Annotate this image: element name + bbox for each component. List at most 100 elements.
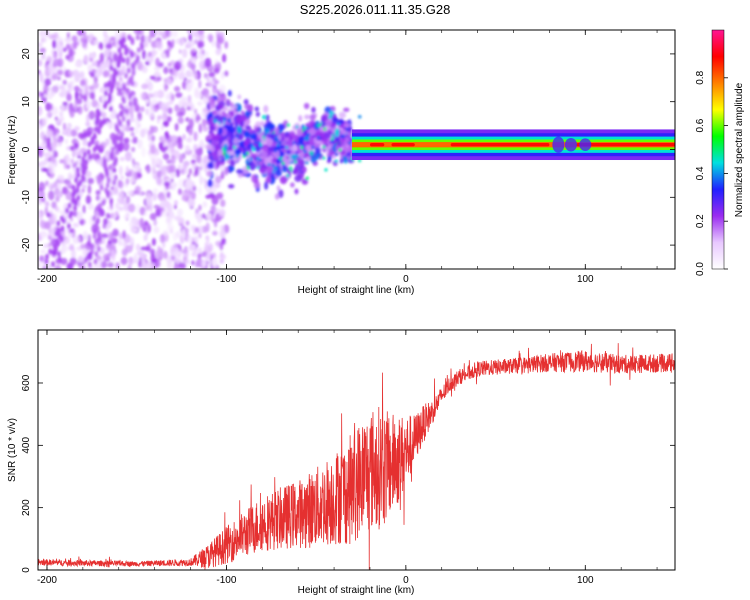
- heatmap-cell: [183, 163, 188, 170]
- heatmap-cell: [86, 253, 91, 260]
- heatmap-cell: [348, 141, 352, 145]
- heatmap-cell: [94, 251, 99, 258]
- heatmap-cell: [92, 81, 99, 89]
- heatmap-cell: [205, 222, 210, 233]
- heatmap-cell: [70, 249, 76, 259]
- heatmap-cell: [71, 184, 76, 191]
- heatmap-cell: [66, 262, 74, 269]
- heatmap-cell: [206, 187, 212, 194]
- heatmap-cell: [167, 40, 171, 46]
- heatmap-cell: [73, 85, 80, 92]
- heatmap-cell: [68, 174, 74, 180]
- heatmap-cell: [96, 175, 102, 185]
- heatmap-cell: [59, 111, 64, 118]
- heatmap-cell: [334, 128, 340, 138]
- heatmap-cell: [74, 61, 82, 68]
- heatmap-cell: [218, 208, 226, 217]
- heatmap-cell: [147, 224, 151, 233]
- heatmap-cell: [315, 120, 319, 124]
- heatmap-cell: [62, 79, 68, 86]
- heatmap-cell: [314, 147, 321, 155]
- heatmap-cell: [67, 202, 72, 209]
- heatmap-cell: [42, 36, 48, 43]
- heatmap-cell: [40, 161, 48, 166]
- heatmap-cell: [160, 124, 165, 131]
- heatmap-cell: [38, 262, 41, 268]
- heatmap-cell: [139, 106, 145, 112]
- heatmap-cell: [272, 158, 277, 163]
- heatmap-cell: [240, 110, 245, 115]
- heatmap-cell: [112, 167, 117, 173]
- heatmap-cell: [104, 187, 109, 194]
- heatmap-cell: [184, 169, 188, 175]
- heatmap-cell: [235, 154, 239, 158]
- heatmap-cell: [210, 132, 215, 141]
- heatmap-cell: [124, 72, 129, 79]
- heatmap-cell: [57, 233, 62, 240]
- heatmap-cell: [109, 64, 114, 71]
- heatmap-cell: [102, 70, 110, 78]
- heatmap-cell: [44, 206, 49, 216]
- heatmap-cell: [293, 160, 298, 164]
- heatmap-cell: [185, 83, 192, 92]
- heatmap-cell: [99, 184, 104, 191]
- heatmap-cell: [240, 119, 245, 128]
- heatmap-cell: [260, 137, 265, 145]
- heatmap-cell: [188, 168, 193, 175]
- heatmap-cell: [190, 190, 196, 201]
- heatmap-cell: [171, 39, 175, 45]
- heatmap-cell: [38, 69, 42, 75]
- colorbar-tick-label: 0.0: [695, 262, 706, 276]
- heatmap-cell: [178, 262, 187, 269]
- heatmap-cell: [56, 76, 61, 81]
- heatmap-cell: [203, 88, 210, 99]
- heatmap-cell: [217, 105, 225, 110]
- heatmap-cell: [91, 61, 97, 67]
- heatmap-cell: [305, 144, 313, 152]
- heatmap-cell: [74, 177, 79, 184]
- colorbar-axis: 0.0 0.2 0.4 0.6 0.8: [695, 70, 728, 276]
- heatmap-cell: [206, 212, 213, 221]
- heatmap-cell: [158, 141, 164, 151]
- heatmap-cell: [117, 180, 124, 189]
- heatmap-cell: [171, 251, 178, 257]
- heatmap-cell: [277, 123, 286, 131]
- heatmap-cell: [80, 161, 85, 168]
- heatmap-cell: [129, 90, 134, 97]
- heatmap-cell: [100, 61, 104, 72]
- heatmap-cell: [198, 186, 202, 195]
- snr-x-tick-label: -100: [216, 575, 236, 586]
- heatmap-cell: [229, 165, 235, 172]
- heatmap-cell: [170, 135, 178, 142]
- heatmap-cell: [94, 68, 102, 78]
- heatmap-cell: [99, 207, 104, 214]
- heatmap-cell: [114, 156, 119, 163]
- heatmap-cell: [87, 141, 92, 148]
- heatmap-cell: [224, 166, 229, 176]
- heatmap-cell: [90, 248, 95, 255]
- heatmap-cell: [343, 123, 351, 128]
- heatmap-cell: [224, 41, 229, 49]
- heatmap-cell: [45, 114, 49, 123]
- heatmap-cell: [43, 93, 47, 99]
- heatmap-cell: [175, 257, 181, 264]
- heatmap-cell: [268, 124, 276, 130]
- heatmap-cell: [114, 133, 119, 140]
- heatmap-cell: [190, 159, 196, 164]
- heatmap-cell: [206, 76, 210, 83]
- heatmap-cell: [194, 248, 199, 253]
- heatmap-cell: [52, 52, 58, 59]
- heatmap-cell: [333, 143, 337, 153]
- heatmap-cell: [235, 134, 239, 138]
- heatmap-cell: [190, 49, 194, 56]
- heatmap-cell: [165, 92, 170, 101]
- heatmap-cell: [218, 37, 224, 45]
- heatmap-cell: [203, 50, 209, 57]
- heatmap-cell: [39, 230, 48, 238]
- snr-x-axis: -200 -100 0 100: [37, 330, 658, 586]
- heatmap-cell: [230, 102, 234, 109]
- heatmap-cell: [311, 145, 315, 149]
- heatmap-cell: [44, 78, 52, 87]
- heatmap-cell: [149, 125, 154, 135]
- heatmap-cell: [130, 228, 139, 233]
